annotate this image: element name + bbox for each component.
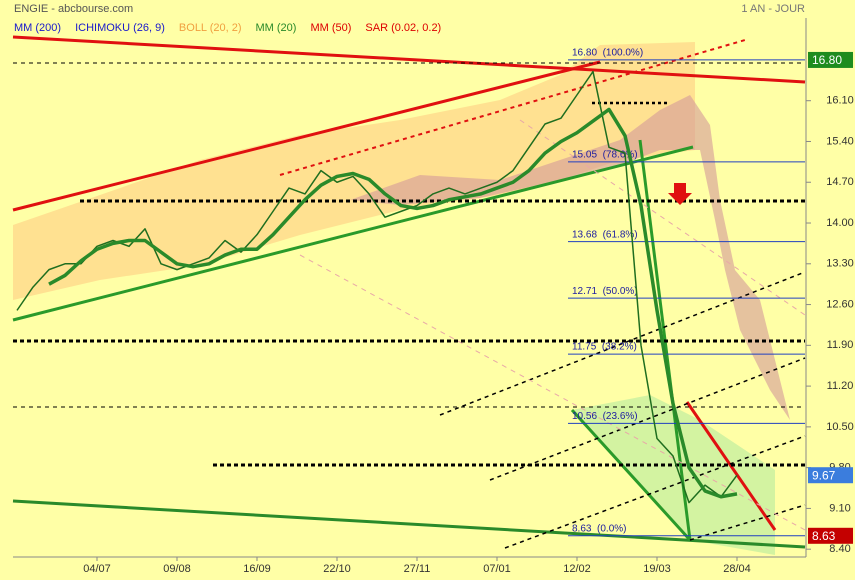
price-marker <box>808 527 853 544</box>
ichimoku-cloud <box>350 95 800 460</box>
channel-line <box>439 271 806 416</box>
trend-line <box>12 60 601 212</box>
channel-line <box>489 357 806 481</box>
x-tick-label: 07/01 <box>483 563 511 575</box>
price-marker-label: 9.67 <box>812 468 836 482</box>
triangle-zone <box>572 395 775 555</box>
y-tick-label: 14.70 <box>826 176 854 188</box>
x-tick-label: 27/11 <box>404 563 431 575</box>
x-tick-label: 04/07 <box>83 563 111 575</box>
legend-entry: SAR (0.02, 0.2) <box>365 22 441 34</box>
y-tick-label: 9.10 <box>829 502 850 514</box>
y-tick-label: 16.10 <box>826 95 854 107</box>
price-marker <box>808 467 853 484</box>
price-marker-label: 16.80 <box>812 53 842 67</box>
legend-entry: BOLL (20, 2) <box>179 22 242 34</box>
trend-line <box>279 39 746 176</box>
bollinger-band <box>13 42 695 300</box>
y-tick-label: 8.40 <box>829 543 850 555</box>
y-tick-label: 14.00 <box>826 217 854 229</box>
fib-label: 16.80 (100.0%) <box>572 48 643 59</box>
x-tick-label: 16/09 <box>243 563 271 575</box>
fib-label: 12.71 (50.0%) <box>572 286 638 297</box>
price-marker-label: 8.63 <box>812 529 836 543</box>
guide-line <box>519 119 806 316</box>
fib-label: 8.63 (0.0%) <box>572 523 626 534</box>
y-tick-label: 13.30 <box>826 258 854 270</box>
x-tick-label: 09/08 <box>163 563 191 575</box>
trend-line <box>12 145 694 322</box>
y-tick-label: 10.50 <box>826 421 854 433</box>
legend-entry: MM (20) <box>256 22 297 34</box>
down-arrow <box>668 183 692 205</box>
x-tick-label: 12/02 <box>563 563 591 575</box>
y-tick-label: 11.20 <box>827 380 854 392</box>
x-tick-label: 22/10 <box>323 563 351 575</box>
fib-label: 15.05 (78.6%) <box>572 150 638 161</box>
legend-entry: ICHIMOKU (26, 9) <box>75 22 165 34</box>
y-tick-label: 15.40 <box>826 135 854 147</box>
chart-title: ENGIE - abcbourse.com <box>14 3 133 15</box>
y-tick-label: 11.90 <box>827 339 854 351</box>
y-tick-label: 12.60 <box>826 298 854 310</box>
x-tick-label: 28/04 <box>723 563 751 575</box>
legend-entry: MM (50) <box>310 22 351 34</box>
fib-label: 11.75 (38.2%) <box>572 342 637 353</box>
channel-line <box>504 435 806 549</box>
x-tick-label: 19/03 <box>643 563 671 575</box>
price-line <box>16 70 738 504</box>
period-label: 1 AN - JOUR <box>741 3 805 15</box>
legend-entry: MM (200) <box>14 22 61 34</box>
price-marker <box>808 51 853 68</box>
trend-line <box>570 408 692 542</box>
fib-label: 10.56 (23.6%) <box>572 411 638 422</box>
trend-line <box>12 35 806 84</box>
moving-average <box>48 107 738 499</box>
fib-label: 13.68 (61.8%) <box>572 229 638 240</box>
trend-line <box>12 499 806 549</box>
